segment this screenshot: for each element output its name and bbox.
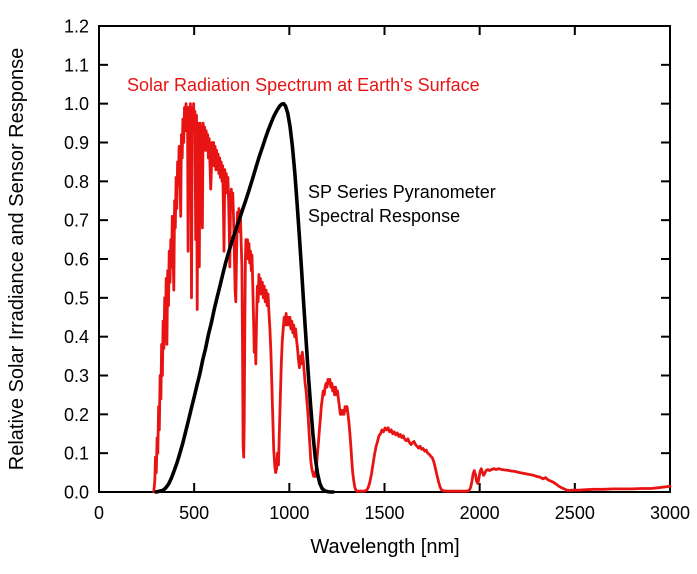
y-tick-label: 1.1 xyxy=(64,55,89,75)
x-axis-title: Wavelength [nm] xyxy=(310,536,459,558)
x-tick-label: 500 xyxy=(179,503,209,523)
y-tick-label: 0.9 xyxy=(64,133,89,153)
x-tick-label: 3000 xyxy=(650,503,690,523)
y-axis-title: Relative Solar Irradiance and Sensor Res… xyxy=(6,48,28,470)
pyranometer-label-line1: SP Series Pyranometer xyxy=(308,182,496,202)
curves-layer xyxy=(152,101,672,494)
x-tick-label: 0 xyxy=(94,503,104,523)
y-tick-label: 0.3 xyxy=(64,366,89,386)
axis-tick-labels: 0 500 1000 1500 2000 2500 3000 0.0 0.1 0.2 0.3 0.4 0… xyxy=(64,17,690,524)
y-tick-label: 0.6 xyxy=(64,250,89,270)
y-tick-label: 1.2 xyxy=(64,17,89,37)
solar-spectrum-label: Solar Radiation Spectrum at Earth's Surf… xyxy=(127,75,480,95)
solar-spectrum-curve xyxy=(152,102,672,494)
x-tick-label: 2000 xyxy=(460,503,500,523)
x-tick-label: 2500 xyxy=(555,503,595,523)
y-tick-label: 0.5 xyxy=(64,288,89,308)
x-tick-label: 1500 xyxy=(364,503,404,523)
y-tick-label: 0.1 xyxy=(64,444,89,464)
pyranometer-response-curve xyxy=(154,101,335,494)
axis-ticks xyxy=(98,25,671,493)
y-tick-label: 0.7 xyxy=(64,211,89,231)
y-tick-label: 0.8 xyxy=(64,172,89,192)
y-tick-label: 0.0 xyxy=(64,483,89,503)
y-tick-label: 0.4 xyxy=(64,327,89,347)
x-tick-label: 1000 xyxy=(269,503,309,523)
pyranometer-label-line2: Spectral Response xyxy=(308,206,460,226)
y-tick-label: 0.2 xyxy=(64,405,89,425)
y-tick-label: 1.0 xyxy=(64,94,89,114)
